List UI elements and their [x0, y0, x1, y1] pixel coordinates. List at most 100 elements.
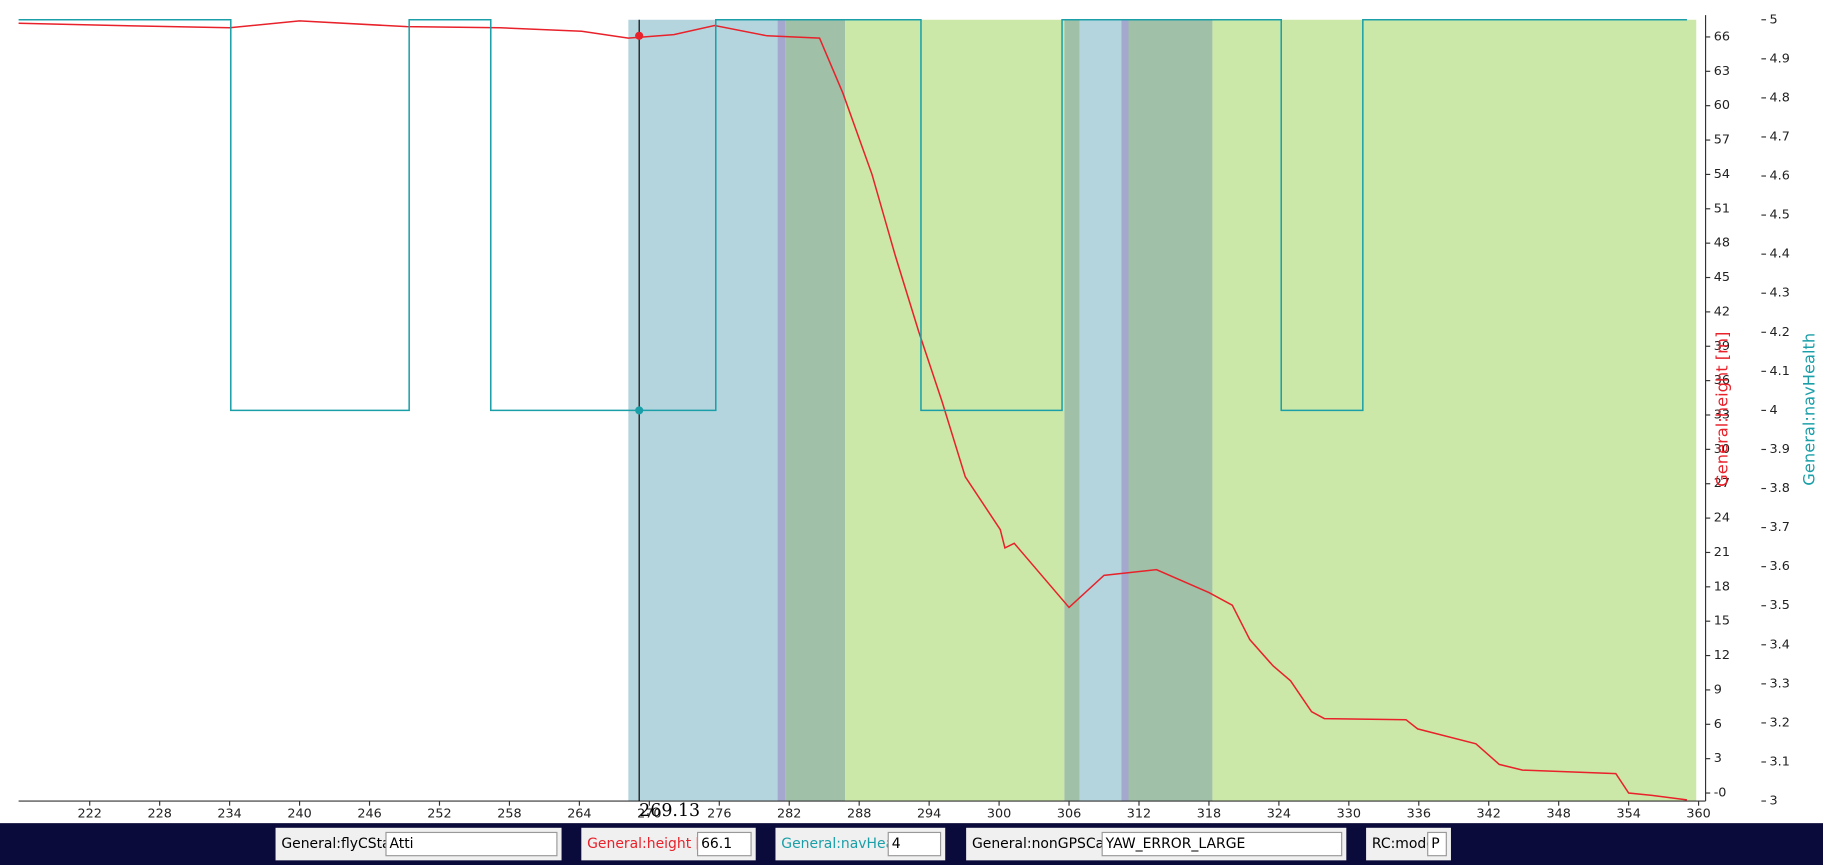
- x-tick-label: 294: [917, 806, 941, 821]
- cursor-label: 269.13: [639, 801, 700, 821]
- x-tick-label: 324: [1267, 806, 1291, 821]
- x-tick-label: 258: [497, 806, 521, 821]
- x-tick-label: 246: [357, 806, 381, 821]
- x-tick-label: 342: [1477, 806, 1501, 821]
- y2-tick-label: 4.7: [1770, 129, 1790, 144]
- y-tick-label: 60: [1714, 98, 1730, 113]
- y-axis-title: General:height [m]: [1713, 332, 1732, 487]
- x-tick-label: 270: [637, 806, 661, 821]
- series-line: [18, 19, 1687, 412]
- state-region: [1064, 19, 1080, 802]
- y-tick-label: 9: [1714, 682, 1722, 697]
- y-tick-label: 42: [1714, 304, 1730, 319]
- readout-field: [1427, 831, 1447, 857]
- y-tick-label: 54: [1714, 167, 1730, 182]
- y2-tick-label: 3.4: [1770, 637, 1790, 652]
- x-tick-label: 252: [427, 806, 451, 821]
- readout-field: [887, 831, 942, 857]
- y2-tick-label: 4: [1770, 403, 1778, 418]
- x-tick-label: 288: [847, 806, 871, 821]
- y-tick-label: 66: [1714, 29, 1730, 44]
- series-line: [18, 20, 1688, 801]
- y-tick-label: 18: [1714, 579, 1730, 594]
- y-tick-label: 39: [1714, 339, 1730, 354]
- y-tick-label: -0: [1714, 786, 1727, 801]
- x-tick-label: 348: [1547, 806, 1571, 821]
- readout-value: 4: [892, 836, 901, 852]
- y2-tick-label: 3.9: [1770, 442, 1790, 457]
- readout-value: Atti: [389, 836, 413, 852]
- y-tick-label: 27: [1714, 476, 1730, 491]
- y-tick-label: 63: [1714, 64, 1730, 79]
- state-region: [1128, 19, 1213, 802]
- axes: 222 228 234 240 246 252 258 264 270 276 282 288 294 3…: [18, 12, 1819, 821]
- readout-field: [696, 831, 752, 857]
- y2-tick-label: 4.8: [1770, 90, 1790, 105]
- readout-value: 66.1: [701, 836, 732, 852]
- x-tick-label: 330: [1337, 806, 1361, 821]
- y-tick-label: 57: [1714, 133, 1730, 148]
- y2-tick-label: 3.5: [1770, 598, 1790, 613]
- state-region: [777, 19, 786, 802]
- y-tick-label: 30: [1714, 442, 1730, 457]
- x-tick-label: 360: [1686, 806, 1710, 821]
- y-tick-label: 15: [1714, 614, 1730, 629]
- x-tick-label: 282: [777, 806, 801, 821]
- y-tick-label: 36: [1714, 373, 1730, 388]
- x-tick-label: 336: [1407, 806, 1431, 821]
- y2-tick-label: 4.5: [1770, 208, 1790, 223]
- y-tick-label: 3: [1714, 751, 1722, 766]
- x-tick-label: 264: [567, 806, 591, 821]
- y-tick-label: 6: [1714, 717, 1722, 732]
- readout-label: General:flyCState: [281, 836, 404, 852]
- y2-tick-label: 4.1: [1770, 364, 1790, 379]
- state-region: [785, 19, 846, 802]
- cursor-marker: [635, 406, 644, 415]
- x-tick-label: 318: [1197, 806, 1221, 821]
- y2-tick-label: 3.1: [1770, 754, 1790, 769]
- readout-field: [385, 831, 558, 857]
- x-tick-label: 306: [1057, 806, 1081, 821]
- x-tick-label: 354: [1616, 806, 1640, 821]
- y-tick-label: 51: [1714, 201, 1730, 216]
- x-tick-label: 240: [287, 806, 311, 821]
- y2-tick-label: 5: [1770, 12, 1778, 27]
- x-tick-label: 234: [217, 806, 241, 821]
- readout-label: General:height [m]: [587, 836, 720, 852]
- y2-axis-title: General:navHealth: [1800, 333, 1819, 486]
- state-region: [1121, 19, 1129, 802]
- readout-field: [1101, 831, 1343, 857]
- y2-tick-label: 4.4: [1770, 247, 1790, 262]
- lines: 269.13: [18, 19, 1688, 821]
- y2-tick-label: 4.3: [1770, 286, 1790, 301]
- readout-value: P: [1431, 836, 1439, 852]
- y2-tick-label: 3.7: [1770, 520, 1790, 535]
- y-tick-label: 48: [1714, 236, 1730, 251]
- readout-label: RC:mode: [1372, 836, 1435, 852]
- y-tick-label: 12: [1714, 648, 1730, 663]
- x-tick-label: 222: [78, 806, 102, 821]
- x-tick-label: 312: [1127, 806, 1151, 821]
- y-tick-label: 24: [1714, 511, 1730, 526]
- regions: [628, 19, 1697, 802]
- x-tick-label: 228: [147, 806, 171, 821]
- x-tick-label: 276: [707, 806, 731, 821]
- y2-tick-label: 3.8: [1770, 481, 1790, 496]
- readout-label: General:nonGPSCause: [972, 836, 1129, 852]
- y2-tick-label: 3.3: [1770, 676, 1790, 691]
- x-tick-label: 300: [987, 806, 1011, 821]
- y2-tick-label: 3.6: [1770, 559, 1790, 574]
- readout-label: General:navHealth: [781, 836, 912, 852]
- readout-value: YAW_ERROR_LARGE: [1105, 836, 1246, 852]
- y-tick-label: 33: [1714, 407, 1730, 422]
- state-region: [1079, 19, 1122, 802]
- cursor-marker: [635, 31, 644, 40]
- y2-tick-label: 4.9: [1770, 51, 1790, 66]
- y2-tick-label: 3: [1770, 794, 1778, 809]
- y2-tick-label: 4.2: [1770, 325, 1790, 340]
- y-tick-label: 45: [1714, 270, 1730, 285]
- y2-tick-label: 4.6: [1770, 169, 1790, 184]
